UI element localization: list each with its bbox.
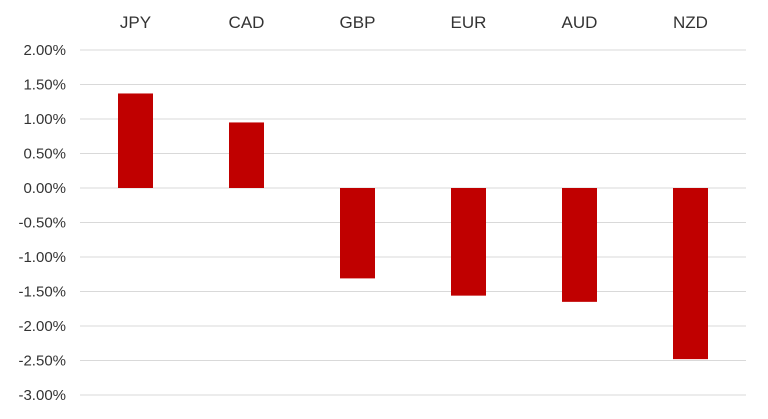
category-label-eur: EUR	[451, 13, 487, 32]
y-tick-label: -2.00%	[18, 318, 66, 335]
category-label-gbp: GBP	[340, 13, 376, 32]
bar-gbp	[340, 188, 375, 279]
gridlines	[80, 49, 746, 396]
y-tick-label: 0.00%	[23, 180, 66, 197]
y-tick-label: -2.50%	[18, 353, 66, 370]
category-label-jpy: JPY	[120, 13, 151, 32]
y-tick-label: -0.50%	[18, 215, 66, 232]
bar-eur	[451, 188, 486, 296]
bar-jpy	[118, 93, 153, 188]
y-tick-label: 2.00%	[23, 42, 66, 59]
y-tick-label: -1.00%	[18, 249, 66, 266]
category-labels: JPY CAD GBP EUR AUD NZD	[120, 13, 708, 32]
y-axis-tick-labels: 2.00% 1.50% 1.00% 0.50% 0.00% -0.50% -1.00% -1.…	[18, 42, 66, 404]
bars	[118, 93, 708, 360]
y-tick-label: -1.50%	[18, 284, 66, 301]
y-tick-label: 1.00%	[23, 111, 66, 128]
bar-aud	[562, 188, 597, 302]
y-tick-label: -3.00%	[18, 387, 66, 404]
category-label-cad: CAD	[229, 13, 265, 32]
category-label-nzd: NZD	[673, 13, 708, 32]
bar-nzd	[673, 188, 708, 360]
y-tick-label: 0.50%	[23, 146, 66, 163]
category-label-aud: AUD	[562, 13, 598, 32]
y-tick-label: 1.50%	[23, 77, 66, 94]
bar-cad	[229, 122, 264, 188]
